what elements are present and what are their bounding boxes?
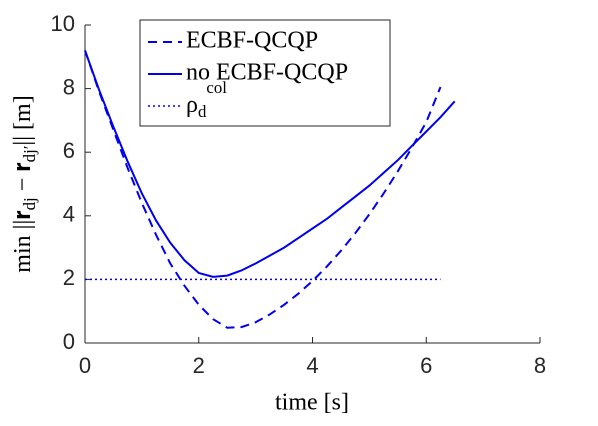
legend-label: no ECBF-QCQP: [186, 60, 348, 86]
series-line: [84, 50, 456, 278]
y-tick-label: 10: [51, 11, 75, 36]
y-axis-label: min ||𝐫dj − 𝐫dj′|| [m]: [10, 95, 39, 272]
x-tick-label: 0: [79, 353, 91, 378]
legend-label: ECBF-QCQP: [186, 28, 318, 54]
x-tick-label: 2: [193, 353, 205, 378]
y-tick-label: 6: [63, 138, 75, 163]
x-tick-label: 8: [534, 353, 546, 378]
y-tick-label: 2: [63, 265, 75, 290]
x-tick-label: 4: [306, 353, 318, 378]
y-tick-label: 4: [63, 202, 75, 227]
y-tick-label: 8: [63, 74, 75, 99]
x-axis-label: time [s]: [275, 390, 349, 416]
y-tick-label: 0: [63, 329, 75, 354]
legend-label: ρdcol: [186, 78, 227, 121]
x-tick-label: 6: [420, 353, 432, 378]
series-line: [84, 50, 442, 329]
